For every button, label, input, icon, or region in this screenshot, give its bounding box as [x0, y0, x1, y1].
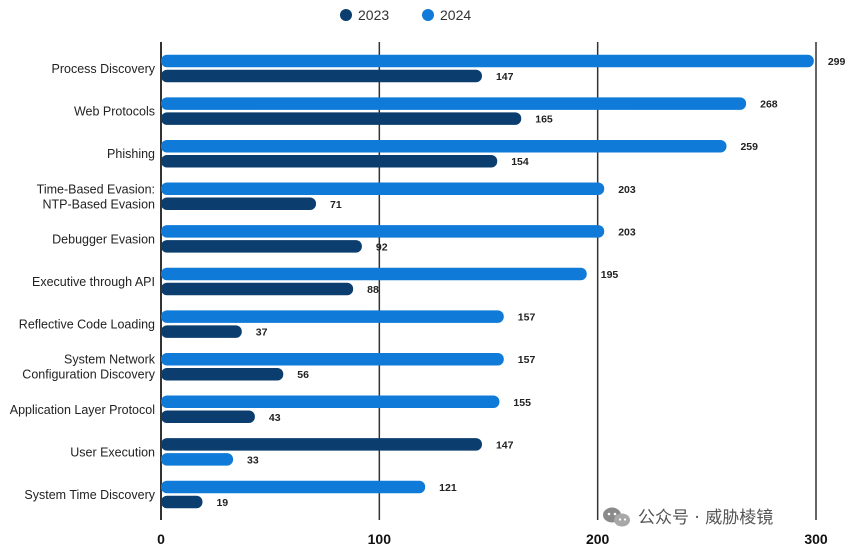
- value-label-2023-8: 43: [269, 412, 281, 424]
- bar-2023-1: [161, 112, 522, 125]
- value-label-2024-4: 203: [618, 226, 636, 238]
- bar-2023-9: [161, 438, 482, 451]
- value-label-2023-2: 154: [511, 156, 529, 168]
- value-label-2023-9: 147: [496, 439, 514, 451]
- category-label-2: Phishing: [107, 147, 155, 161]
- bar-2023-4: [161, 240, 362, 253]
- bar-2024-6: [161, 310, 504, 323]
- value-label-2024-0: 299: [828, 56, 846, 68]
- legend-item-2023: 2023: [340, 7, 389, 23]
- wechat-icon: [603, 507, 630, 527]
- value-label-2024-8: 155: [513, 397, 531, 409]
- legend-item-2024: 2024: [422, 7, 471, 23]
- category-label-3-line-1: NTP-Based Evasion: [42, 197, 155, 211]
- value-label-2024-5: 195: [601, 269, 619, 281]
- bar-2023-0: [161, 69, 482, 83]
- x-tick-label-300: 300: [804, 531, 828, 547]
- x-tick-label-100: 100: [368, 531, 392, 547]
- value-label-2023-5: 88: [367, 284, 379, 296]
- category-label-4: Debugger Evasion: [52, 232, 155, 246]
- category-label-1: Web Protocols: [74, 105, 155, 119]
- value-label-2023-7: 56: [297, 369, 309, 381]
- legend-label-2023: 2023: [358, 7, 389, 23]
- value-label-2024-3: 203: [618, 184, 636, 196]
- bar-2023-3: [161, 197, 317, 211]
- value-label-2024-6: 157: [518, 312, 536, 324]
- category-label-5: Executive through API: [32, 275, 155, 289]
- value-label-2024-1: 268: [760, 99, 778, 111]
- x-tick-label-0: 0: [157, 531, 165, 547]
- value-label-2024-2: 259: [740, 141, 758, 153]
- value-label-2024-7: 157: [518, 354, 536, 366]
- watermark: 公众号 · 威胁棱镜: [603, 507, 773, 528]
- bar-2023-8: [161, 410, 255, 424]
- bars: [161, 54, 814, 509]
- value-labels: 299 147 268 165 259 154 203 71 203 92 195 88 157 37 15…: [216, 56, 845, 509]
- category-label-7-line-1: Configuration Discovery: [22, 368, 155, 382]
- bar-2023-7: [161, 367, 284, 381]
- value-label-2023-6: 37: [256, 327, 268, 339]
- value-label-2023-0: 147: [496, 71, 514, 83]
- legend-label-2024: 2024: [440, 7, 471, 23]
- category-label-8: Application Layer Protocol: [10, 403, 155, 417]
- bar-2023-6: [161, 325, 242, 338]
- watermark-text: 公众号 · 威胁棱镜: [638, 508, 773, 528]
- bar-2024-10: [161, 480, 426, 494]
- bar-2024-2: [161, 139, 727, 153]
- bar-2024-3: [161, 182, 605, 196]
- value-label-2023-10: 19: [216, 497, 228, 509]
- bar-2024-5: [161, 267, 587, 281]
- value-label-2023-1: 165: [535, 114, 553, 126]
- category-label-10: System Time Discovery: [24, 488, 155, 502]
- legend-marker-2024: [422, 9, 434, 21]
- category-labels: Process Discovery Web Protocols Phishing Ti…: [10, 62, 156, 502]
- x-tick-label-200: 200: [586, 531, 610, 547]
- bar-2024-8: [161, 395, 500, 409]
- bar-2023-2: [161, 154, 498, 168]
- bar-2024-1: [161, 97, 747, 110]
- category-label-6: Reflective Code Loading: [19, 318, 155, 332]
- value-label-2024-9: 33: [247, 454, 259, 466]
- category-label-3-line-0: Time-Based Evasion:: [37, 182, 155, 196]
- category-label-0: Process Discovery: [52, 62, 156, 76]
- bar-2024-4: [161, 225, 605, 238]
- bar-2024-0: [161, 54, 814, 68]
- x-axis-ticks: 0 100 200 300: [157, 531, 828, 547]
- category-label-7-line-0: System Network: [64, 353, 156, 367]
- category-label-9: User Execution: [70, 445, 155, 459]
- bar-2024-7: [161, 352, 504, 366]
- value-label-2024-10: 121: [439, 482, 457, 494]
- value-label-2023-4: 92: [376, 241, 388, 253]
- value-label-2023-3: 71: [330, 199, 342, 211]
- bar-2023-5: [161, 282, 354, 296]
- legend: 2023 2024: [340, 7, 471, 23]
- bar-2023-10: [161, 495, 203, 509]
- legend-marker-2023: [340, 9, 352, 21]
- bar-2024-9: [161, 453, 234, 466]
